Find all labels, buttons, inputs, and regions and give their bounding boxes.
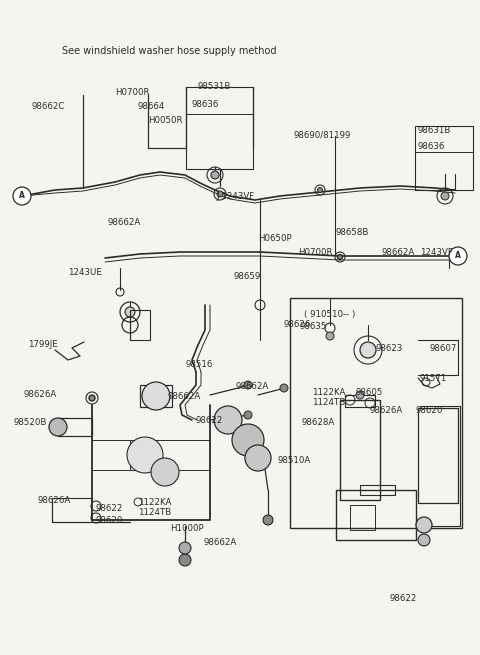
- Text: 98605: 98605: [355, 388, 383, 397]
- Text: H0700R: H0700R: [298, 248, 333, 257]
- Text: 98636: 98636: [192, 100, 219, 109]
- Text: 1799JE: 1799JE: [28, 340, 58, 349]
- Bar: [140, 385, 172, 407]
- Text: 98628A: 98628A: [302, 418, 335, 427]
- Circle shape: [360, 342, 376, 358]
- Text: 98620: 98620: [96, 516, 123, 525]
- Circle shape: [179, 554, 191, 566]
- Circle shape: [211, 171, 219, 179]
- Text: 98510A: 98510A: [278, 456, 311, 465]
- Text: 98635: 98635: [300, 322, 327, 331]
- Text: See windshield washer hose supply method: See windshield washer hose supply method: [62, 46, 276, 56]
- Text: 98662A: 98662A: [382, 248, 415, 257]
- Text: 98662A: 98662A: [108, 218, 141, 227]
- Text: 1124TB: 1124TB: [138, 508, 171, 517]
- Text: 98662A: 98662A: [168, 392, 201, 401]
- Text: H0050R: H0050R: [148, 116, 182, 125]
- Circle shape: [214, 406, 242, 434]
- Bar: [186, 87, 253, 169]
- Circle shape: [125, 307, 135, 317]
- Text: 98520B: 98520B: [14, 418, 48, 427]
- Text: 98662A: 98662A: [236, 382, 269, 391]
- Circle shape: [142, 382, 170, 410]
- Text: ( 910510-- ): ( 910510-- ): [304, 310, 355, 319]
- Text: 98662C: 98662C: [32, 102, 65, 111]
- Circle shape: [89, 395, 95, 401]
- Circle shape: [280, 384, 288, 392]
- Bar: [340, 400, 380, 500]
- Circle shape: [245, 445, 271, 471]
- Bar: [58, 418, 92, 436]
- Text: 98626A: 98626A: [38, 496, 71, 505]
- Bar: [336, 490, 416, 540]
- Text: 98626: 98626: [284, 320, 312, 329]
- Text: H1000P: H1000P: [170, 524, 204, 533]
- Circle shape: [416, 517, 432, 533]
- Text: 98626A: 98626A: [24, 390, 57, 399]
- Text: 98631B: 98631B: [417, 126, 450, 135]
- Text: 98626A: 98626A: [370, 406, 403, 415]
- Text: 1122KA: 1122KA: [312, 388, 346, 397]
- Text: 98664: 98664: [138, 102, 166, 111]
- Text: 98658B: 98658B: [336, 228, 370, 237]
- Circle shape: [263, 515, 273, 525]
- Bar: [350, 505, 375, 530]
- Circle shape: [179, 542, 191, 554]
- Text: 98622: 98622: [196, 416, 223, 425]
- Circle shape: [244, 381, 252, 389]
- Circle shape: [337, 255, 343, 259]
- Circle shape: [356, 391, 364, 399]
- Text: 91571: 91571: [420, 374, 447, 383]
- Bar: [345, 395, 375, 407]
- Text: 98662A: 98662A: [204, 538, 237, 547]
- Bar: [418, 408, 458, 503]
- Circle shape: [151, 458, 179, 486]
- Circle shape: [449, 247, 467, 265]
- Text: 98622: 98622: [96, 504, 123, 513]
- Text: H0650P: H0650P: [258, 234, 292, 243]
- Text: J-1243VF: J-1243VF: [216, 192, 254, 201]
- Text: 98659: 98659: [234, 272, 261, 281]
- Circle shape: [317, 187, 323, 193]
- Text: 98516: 98516: [186, 360, 214, 369]
- Circle shape: [441, 192, 449, 200]
- Circle shape: [127, 437, 163, 473]
- Bar: [290, 298, 462, 528]
- Circle shape: [49, 418, 67, 436]
- Text: A: A: [19, 191, 25, 200]
- Text: 1122KA: 1122KA: [138, 498, 171, 507]
- Text: 98690/81199: 98690/81199: [293, 130, 350, 139]
- Text: H0700R: H0700R: [115, 88, 149, 97]
- Text: 98620: 98620: [416, 406, 444, 415]
- Circle shape: [418, 534, 430, 546]
- Text: 98531B: 98531B: [198, 82, 231, 91]
- Circle shape: [244, 411, 252, 419]
- Text: A: A: [455, 252, 461, 261]
- Text: 98607: 98607: [430, 344, 457, 353]
- Text: 98636: 98636: [417, 142, 444, 151]
- Text: 98623: 98623: [375, 344, 402, 353]
- Circle shape: [326, 332, 334, 340]
- Text: 98622: 98622: [390, 594, 418, 603]
- Text: 1243UE: 1243UE: [68, 268, 102, 277]
- Bar: [360, 485, 395, 495]
- Circle shape: [13, 187, 31, 205]
- Circle shape: [232, 424, 264, 456]
- Text: 1124TB: 1124TB: [312, 398, 345, 407]
- Bar: [415, 126, 473, 190]
- Bar: [130, 310, 150, 340]
- Text: 1243VF: 1243VF: [420, 248, 453, 257]
- Circle shape: [217, 191, 223, 197]
